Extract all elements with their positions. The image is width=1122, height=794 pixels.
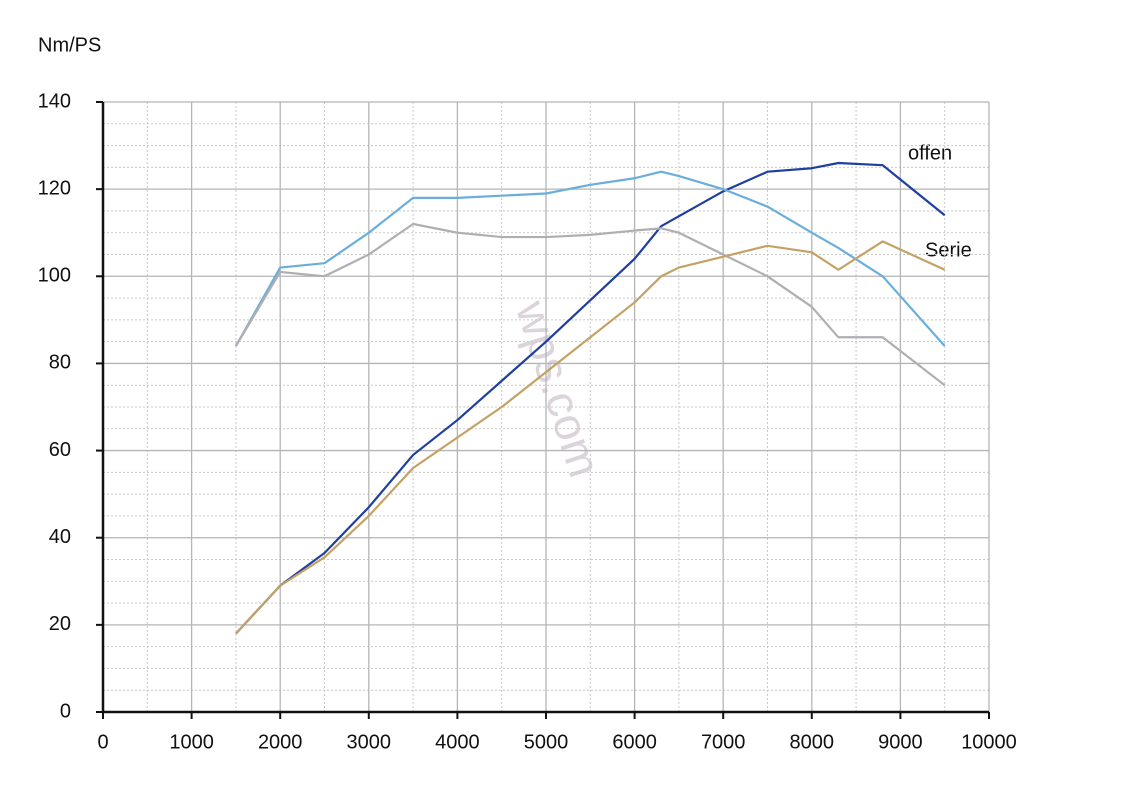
annotation: Serie: [925, 239, 972, 261]
y-axis-label: Nm/PS: [38, 34, 101, 56]
y-tick-label: 140: [38, 90, 71, 112]
x-tick-label: 6000: [612, 731, 657, 753]
watermark: wps.com: [506, 294, 612, 484]
x-tick-label: 5000: [524, 731, 569, 753]
series-line: [235, 240, 946, 635]
series-line: [234, 222, 946, 387]
series-line: [234, 170, 946, 347]
x-tick-label: 7000: [701, 731, 746, 753]
y-tick-label: 0: [60, 700, 71, 722]
x-tick-label: 9000: [878, 731, 923, 753]
y-tick-label: 60: [49, 439, 71, 461]
x-tick-label: 1000: [169, 731, 214, 753]
y-tick-label: 120: [38, 177, 71, 199]
x-tick-label: 3000: [347, 731, 392, 753]
y-tick-label: 80: [49, 352, 71, 374]
x-tick-label: 10000: [961, 731, 1017, 753]
annotation: offen: [908, 142, 952, 164]
y-tick-label: 20: [49, 613, 71, 635]
series-line: [235, 161, 946, 635]
x-tick-label: 0: [97, 731, 108, 753]
y-tick-label: 100: [38, 265, 71, 287]
x-tick-label: 8000: [790, 731, 835, 753]
x-tick-label: 4000: [435, 731, 480, 753]
y-tick-label: 40: [49, 526, 71, 548]
x-tick-label: 2000: [258, 731, 303, 753]
